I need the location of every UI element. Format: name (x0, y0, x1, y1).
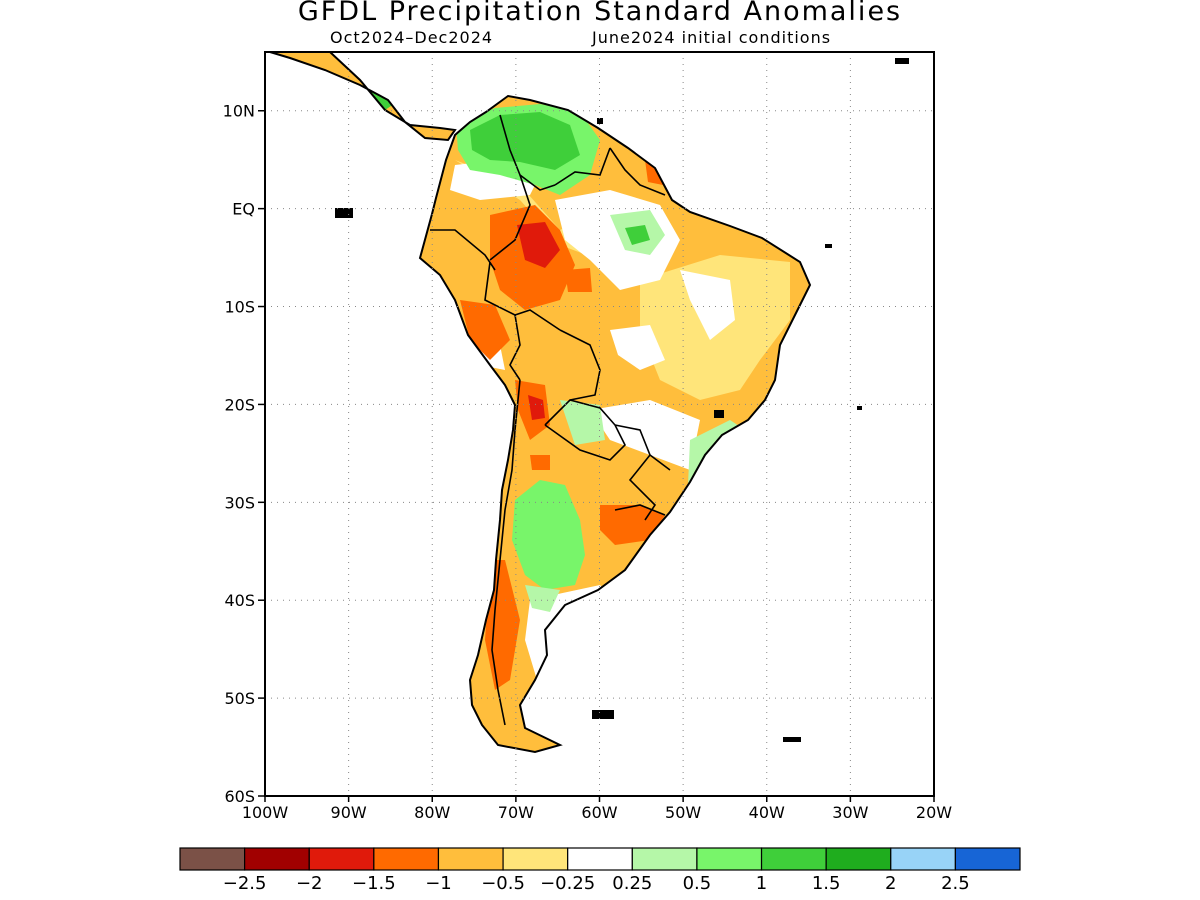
legend-swatch (696, 847, 763, 871)
legend-swatch (373, 847, 440, 871)
anomaly-orange-mato-grosso (565, 268, 592, 292)
lon-tick-label: 70W (498, 803, 534, 822)
lat-tick-label: 50S (224, 689, 255, 708)
gridlines (265, 52, 934, 796)
anomaly-orange-peru-south (460, 300, 510, 360)
anomaly-green-argentina (512, 480, 585, 590)
anomaly-red-bolivia (528, 395, 545, 420)
border-bolivia-paraguay (544, 399, 616, 426)
lat-tick-label: 10S (224, 298, 255, 317)
anomaly-white-brazil-central (610, 325, 665, 370)
anomaly-green-argentina-light (525, 585, 560, 612)
legend-label: 0.5 (683, 873, 712, 894)
lat-tick-label: 20S (224, 395, 255, 414)
latitude-axis: 10N EQ 10S 20S 30S 40S 50S 60S (223, 102, 265, 806)
legend-swatch (308, 847, 375, 871)
border-colombia-brazil (489, 174, 531, 261)
lat-tick-label: 30S (224, 493, 255, 512)
island-falklands (592, 710, 614, 719)
lon-tick-label: 40W (749, 803, 785, 822)
island-trinidad (597, 118, 603, 124)
border-paraguay-argentina (544, 424, 626, 461)
island-fernando (825, 244, 832, 248)
island-abrolhos (714, 410, 724, 418)
legend-label: −0.5 (481, 873, 525, 894)
legend-swatch (631, 847, 698, 871)
border-argentina-brazil (628, 454, 657, 521)
lon-tick-label: 50W (665, 803, 701, 822)
anomaly-red-core (517, 222, 560, 268)
lat-tick-label: 40S (224, 591, 255, 610)
lat-tick-label: EQ (232, 200, 255, 219)
lat-tick-label: 60S (224, 787, 255, 806)
longitude-axis: 100W 90W 80W 70W 60W 50W 40W 30W 20W (242, 796, 952, 822)
legend-label: −2 (296, 873, 323, 894)
legend-swatch (890, 847, 956, 871)
island-south-georgia (783, 737, 801, 742)
legend-swatch (437, 847, 504, 871)
legend-label: 0.25 (612, 873, 652, 894)
color-legend: −2.5 −2 −1.5 −1 −0.5 −0.25 0.25 0.5 1 1.5 2 2.5 (179, 847, 1021, 894)
border-uruguay (614, 504, 666, 516)
lon-tick-label: 100W (242, 803, 289, 822)
anomaly-white-south-brazil (590, 400, 700, 470)
border-chile-argentina (491, 379, 521, 726)
legend-swatch (567, 847, 633, 871)
legend-label: −1.5 (352, 873, 396, 894)
legend-label: 1 (756, 873, 767, 894)
forecast-period: Oct2024–Dec2024 (330, 28, 494, 47)
country-borders (430, 114, 671, 726)
legend-label: 1.5 (812, 873, 841, 894)
legend-label: 2 (885, 873, 896, 894)
legend-label: −0.25 (540, 873, 595, 894)
lat-tick-label: 10N (223, 102, 255, 121)
anomaly-white-brazil-east (680, 270, 735, 340)
anomaly-green-chaco (560, 400, 605, 445)
border-paraguay-brazil (614, 424, 671, 471)
map-title: GFDL Precipitation Standard Anomalies (297, 0, 903, 27)
lon-tick-label: 30W (832, 803, 868, 822)
islands (335, 58, 909, 742)
initial-conditions: June2024 initial conditions (592, 28, 832, 47)
legend-label: −1 (425, 873, 452, 894)
lon-tick-label: 90W (331, 803, 367, 822)
legend-label: 2.5 (941, 873, 970, 894)
legend-swatch (502, 847, 569, 871)
lon-tick-label: 20W (916, 803, 952, 822)
legend-swatch (179, 847, 246, 871)
legend-swatch (954, 847, 1021, 871)
anomaly-orange-pampa (530, 455, 550, 470)
border-venezuela-brazil (554, 147, 611, 186)
anomaly-green-amazon-core (625, 225, 650, 245)
lon-tick-label: 80W (414, 803, 450, 822)
legend-swatch (760, 847, 827, 871)
anomaly-green-venezuela-core (470, 112, 580, 170)
island-trindade (857, 406, 862, 410)
legend-swatch (244, 847, 310, 871)
border-peru-bolivia (509, 314, 521, 381)
legend-label: −2.5 (223, 873, 267, 894)
island-azores (895, 58, 909, 64)
border-guyana-suriname (609, 147, 666, 196)
island-galapagos (335, 208, 353, 218)
lon-tick-label: 60W (581, 803, 617, 822)
legend-swatch (825, 847, 892, 871)
